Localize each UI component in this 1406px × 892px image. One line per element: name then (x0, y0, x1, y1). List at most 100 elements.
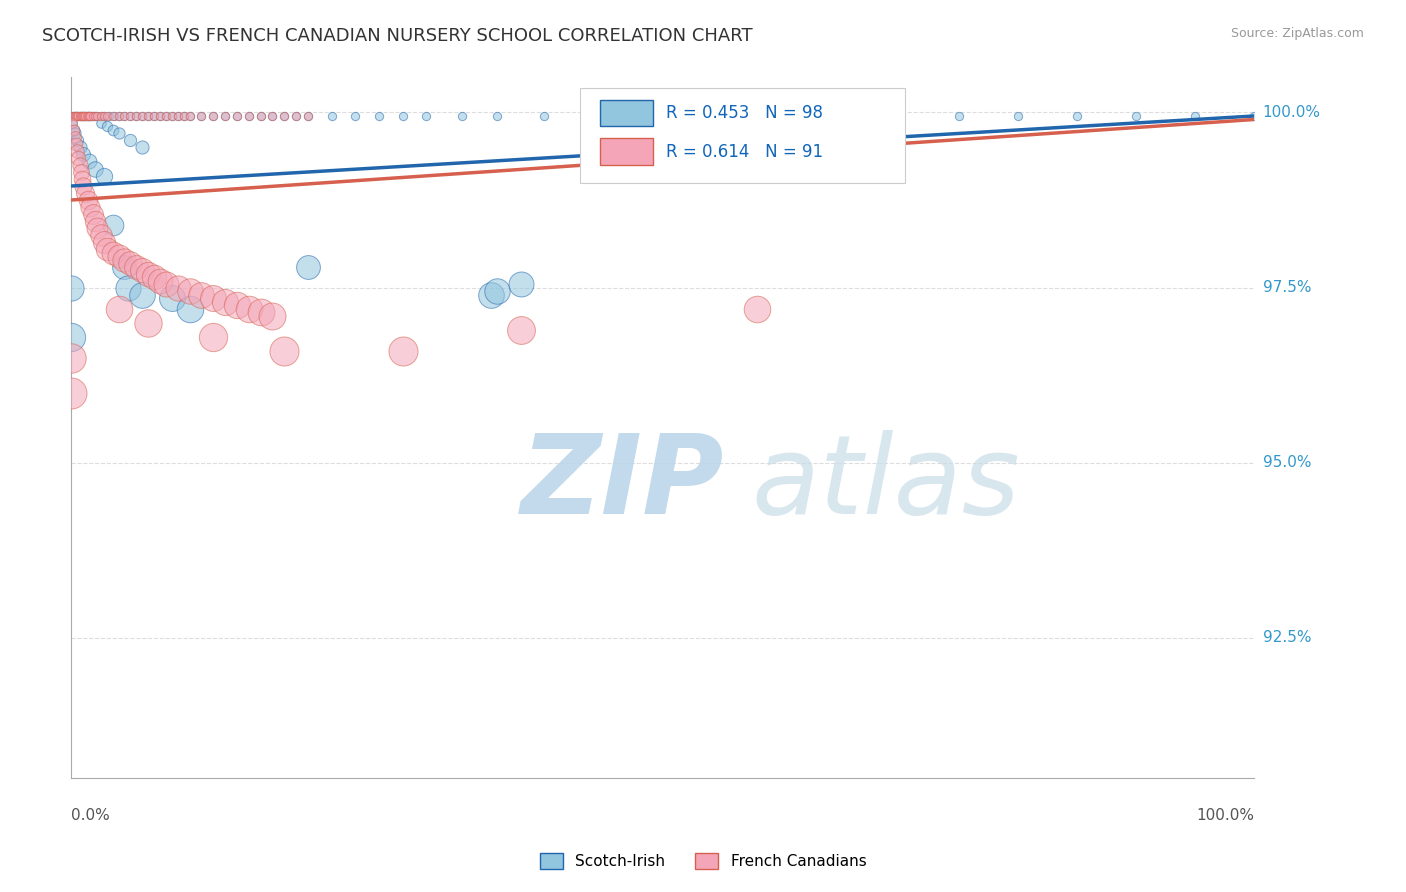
Point (107, 249, 129, 263)
Point (75, 109, 97, 123)
Point (830, 109, 852, 123)
Point (103, 109, 125, 123)
Point (262, 309, 284, 323)
Point (160, 109, 183, 123)
Point (136, 109, 159, 123)
Point (73, 109, 96, 123)
Point (190, 287, 212, 301)
Point (160, 291, 183, 305)
FancyBboxPatch shape (581, 88, 905, 183)
Point (75, 109, 97, 123)
Point (285, 109, 308, 123)
Point (179, 109, 201, 123)
Point (114, 260, 136, 274)
Point (143, 109, 166, 123)
Point (96, 109, 118, 123)
Point (415, 109, 437, 123)
Point (160, 109, 183, 123)
Point (79, 109, 101, 123)
Point (107, 109, 129, 123)
FancyBboxPatch shape (600, 100, 654, 127)
Point (79, 109, 101, 123)
Text: R = 0.614   N = 91: R = 0.614 N = 91 (666, 143, 824, 161)
Point (214, 109, 236, 123)
Point (120, 133, 142, 147)
Point (69, 165, 91, 179)
Text: SCOTCH-IRISH VS FRENCH CANADIAN NURSERY SCHOOL CORRELATION CHART: SCOTCH-IRISH VS FRENCH CANADIAN NURSERY … (42, 27, 752, 45)
Point (486, 109, 509, 123)
Point (96, 120, 118, 134)
Point (273, 109, 295, 123)
Point (238, 301, 260, 316)
Point (62, 109, 84, 123)
Point (747, 301, 769, 316)
Point (155, 109, 177, 123)
Point (66, 133, 89, 147)
Text: 100.0%: 100.0% (1263, 105, 1320, 120)
Point (69, 109, 91, 123)
Point (67, 151, 90, 165)
Point (90, 109, 112, 123)
Legend: Scotch-Irish, French Canadians: Scotch-Irish, French Canadians (534, 847, 872, 875)
Point (77, 154, 100, 169)
Point (391, 343, 413, 358)
Point (321, 109, 343, 123)
Point (93, 235, 115, 249)
Point (262, 109, 284, 123)
Point (149, 109, 172, 123)
Point (344, 109, 367, 123)
Point (101, 218, 124, 232)
Point (479, 287, 502, 301)
Point (72, 109, 94, 123)
Point (450, 109, 472, 123)
Point (166, 280, 188, 294)
Text: R = 0.453   N = 98: R = 0.453 N = 98 (666, 104, 824, 122)
Point (101, 123, 124, 137)
Point (65, 109, 87, 123)
Point (190, 109, 212, 123)
Point (173, 109, 195, 123)
Point (93, 169, 115, 183)
Point (131, 287, 153, 301)
Text: 95.0%: 95.0% (1263, 455, 1312, 470)
Point (65, 109, 87, 123)
Point (63, 109, 86, 123)
Point (63, 127, 86, 141)
Point (101, 109, 124, 123)
Point (69, 140, 91, 154)
Point (63, 130, 86, 145)
Point (225, 109, 247, 123)
Point (143, 270, 166, 285)
Point (628, 109, 651, 123)
Point (120, 109, 142, 123)
Point (214, 294, 236, 309)
Point (83, 109, 105, 123)
Point (72, 109, 94, 123)
Point (166, 109, 188, 123)
Point (82, 109, 104, 123)
Point (131, 263, 153, 277)
Point (60, 109, 83, 123)
Point (166, 109, 188, 123)
Point (486, 284, 509, 298)
Point (202, 329, 225, 343)
Point (76, 109, 98, 123)
Point (179, 109, 201, 123)
Text: 0.0%: 0.0% (72, 808, 110, 823)
Point (82, 109, 104, 123)
Point (82, 207, 104, 221)
Text: 100.0%: 100.0% (1197, 808, 1254, 823)
Point (297, 109, 319, 123)
Point (62, 123, 84, 137)
Point (66, 109, 89, 123)
Text: Source: ZipAtlas.com: Source: ZipAtlas.com (1230, 27, 1364, 40)
Point (76, 109, 98, 123)
Point (86, 109, 108, 123)
Point (72, 147, 94, 161)
Point (63, 109, 86, 123)
Point (62, 116, 84, 130)
Point (83, 214, 105, 228)
Point (125, 260, 148, 274)
Point (79, 200, 101, 214)
Point (80, 109, 103, 123)
